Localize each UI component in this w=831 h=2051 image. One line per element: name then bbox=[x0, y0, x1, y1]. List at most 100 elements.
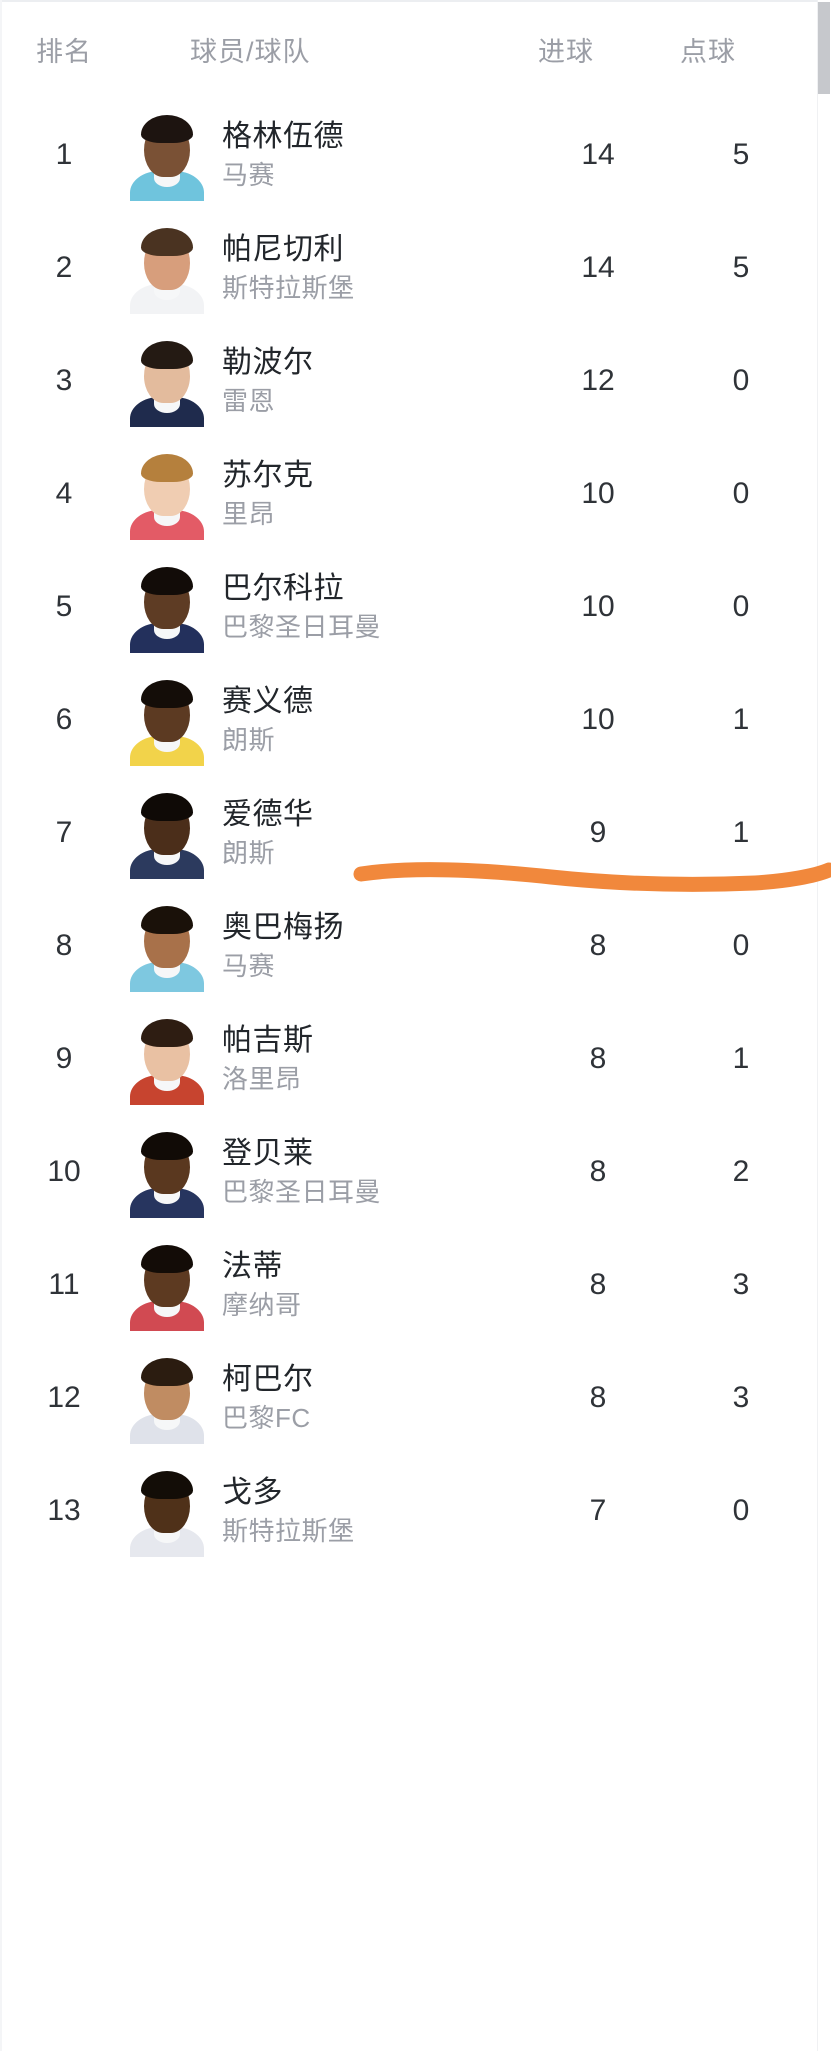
avatar-hair bbox=[141, 1470, 193, 1499]
player-team-names: 赛义德 朗斯 bbox=[222, 684, 314, 755]
table-row[interactable]: 5 巴尔科拉 巴黎圣日耳曼 10 0 bbox=[0, 550, 817, 663]
player-name: 爱德华 bbox=[222, 797, 314, 831]
vertical-scrollbar-track[interactable] bbox=[817, 0, 831, 2051]
rank-value: 8 bbox=[55, 928, 73, 962]
player-team-names: 苏尔克 里昂 bbox=[222, 458, 314, 527]
rank-value: 2 bbox=[55, 250, 73, 284]
goals-value: 8 bbox=[589, 1154, 607, 1188]
player-team-names: 帕吉斯 洛里昂 bbox=[222, 1023, 314, 1092]
player-name: 格林伍德 bbox=[222, 119, 344, 153]
player-cell[interactable]: 法蒂 摩纳哥 bbox=[128, 1238, 528, 1331]
table-row[interactable]: 13 戈多 斯特拉斯堡 7 0 bbox=[0, 1454, 817, 1567]
player-avatar bbox=[128, 786, 206, 879]
team-name: 雷恩 bbox=[222, 385, 276, 416]
player-name: 奥巴梅扬 bbox=[222, 910, 344, 944]
penalties-value: 3 bbox=[732, 1380, 750, 1414]
player-name: 帕吉斯 bbox=[222, 1023, 314, 1057]
rank-value: 3 bbox=[55, 363, 73, 397]
avatar-hair bbox=[141, 679, 193, 708]
player-name: 戈多 bbox=[222, 1475, 283, 1509]
scorers-table: 排名 球员/球队 进球 点球 1 格林伍德 马赛 14 5 2 帕尼切利 斯特拉斯堡 14 5 3 勒… bbox=[0, 0, 817, 1567]
column-header-penalties: 点球 bbox=[680, 36, 736, 67]
player-name: 赛义德 bbox=[222, 684, 314, 718]
table-row[interactable]: 2 帕尼切利 斯特拉斯堡 14 5 bbox=[0, 211, 817, 324]
top-divider bbox=[0, 0, 831, 2]
rank-value: 5 bbox=[55, 589, 73, 623]
player-cell[interactable]: 苏尔克 里昂 bbox=[128, 447, 528, 540]
player-cell[interactable]: 爱德华 朗斯 bbox=[128, 786, 528, 879]
player-avatar bbox=[128, 899, 206, 992]
player-cell[interactable]: 帕尼切利 斯特拉斯堡 bbox=[128, 221, 528, 314]
table-row[interactable]: 11 法蒂 摩纳哥 8 3 bbox=[0, 1228, 817, 1341]
table-row[interactable]: 10 登贝莱 巴黎圣日耳曼 8 2 bbox=[0, 1115, 817, 1228]
goals-value: 14 bbox=[581, 137, 615, 171]
team-name: 马赛 bbox=[222, 950, 276, 981]
penalties-value: 1 bbox=[732, 702, 750, 736]
player-name: 法蒂 bbox=[222, 1249, 283, 1283]
player-name: 帕尼切利 bbox=[222, 232, 344, 266]
player-cell[interactable]: 柯巴尔 巴黎FC bbox=[128, 1351, 528, 1444]
avatar-hair bbox=[141, 114, 193, 143]
player-team-names: 格林伍德 马赛 bbox=[222, 119, 344, 190]
goals-value: 8 bbox=[589, 1267, 607, 1301]
player-cell[interactable]: 戈多 斯特拉斯堡 bbox=[128, 1464, 528, 1557]
avatar-hair bbox=[141, 566, 193, 595]
team-name: 马赛 bbox=[222, 159, 276, 190]
player-avatar bbox=[128, 1464, 206, 1557]
player-cell[interactable]: 登贝莱 巴黎圣日耳曼 bbox=[128, 1125, 528, 1218]
table-row[interactable]: 12 柯巴尔 巴黎FC 8 3 bbox=[0, 1341, 817, 1454]
rank-value: 4 bbox=[55, 476, 73, 510]
rank-value: 10 bbox=[47, 1154, 81, 1188]
avatar-hair bbox=[141, 1131, 193, 1160]
rank-value: 6 bbox=[55, 702, 73, 736]
player-cell[interactable]: 勒波尔 雷恩 bbox=[128, 334, 528, 427]
player-team-names: 柯巴尔 巴黎FC bbox=[222, 1364, 314, 1431]
penalties-value: 0 bbox=[732, 476, 750, 510]
player-avatar bbox=[128, 1238, 206, 1331]
team-name: 朗斯 bbox=[222, 837, 276, 868]
team-name: 朗斯 bbox=[222, 724, 276, 755]
player-cell[interactable]: 赛义德 朗斯 bbox=[128, 673, 528, 766]
goals-value: 12 bbox=[581, 363, 615, 397]
goals-value: 10 bbox=[581, 589, 615, 623]
avatar-hair bbox=[141, 1018, 193, 1047]
avatar-hair bbox=[141, 905, 193, 934]
goals-value: 8 bbox=[589, 928, 607, 962]
penalties-value: 3 bbox=[732, 1267, 750, 1301]
player-team-names: 奥巴梅扬 马赛 bbox=[222, 910, 344, 981]
player-team-names: 戈多 斯特拉斯堡 bbox=[222, 1475, 355, 1546]
player-avatar bbox=[128, 1125, 206, 1218]
player-cell[interactable]: 帕吉斯 洛里昂 bbox=[128, 1012, 528, 1105]
player-team-names: 巴尔科拉 巴黎圣日耳曼 bbox=[222, 573, 381, 640]
penalties-value: 0 bbox=[732, 1493, 750, 1527]
player-avatar bbox=[128, 1351, 206, 1444]
player-cell[interactable]: 巴尔科拉 巴黎圣日耳曼 bbox=[128, 560, 528, 653]
column-header-player-team: 球员/球队 bbox=[190, 36, 311, 67]
player-avatar bbox=[128, 1012, 206, 1105]
table-row[interactable]: 8 奥巴梅扬 马赛 8 0 bbox=[0, 889, 817, 1002]
avatar-hair bbox=[141, 1244, 193, 1273]
team-name: 斯特拉斯堡 bbox=[222, 1515, 355, 1546]
player-avatar bbox=[128, 221, 206, 314]
table-row[interactable]: 3 勒波尔 雷恩 12 0 bbox=[0, 324, 817, 437]
vertical-scrollbar-thumb[interactable] bbox=[818, 2, 830, 94]
penalties-value: 0 bbox=[732, 363, 750, 397]
rank-value: 9 bbox=[55, 1041, 73, 1075]
goals-value: 10 bbox=[581, 702, 615, 736]
player-avatar bbox=[128, 334, 206, 427]
player-name: 登贝莱 bbox=[222, 1136, 314, 1170]
player-cell[interactable]: 奥巴梅扬 马赛 bbox=[128, 899, 528, 992]
player-name: 苏尔克 bbox=[222, 458, 314, 492]
avatar-hair bbox=[141, 340, 193, 369]
table-row[interactable]: 1 格林伍德 马赛 14 5 bbox=[0, 98, 817, 211]
table-row[interactable]: 7 爱德华 朗斯 9 1 bbox=[0, 776, 817, 889]
avatar-hair bbox=[141, 227, 193, 256]
player-cell[interactable]: 格林伍德 马赛 bbox=[128, 108, 528, 201]
player-team-names: 登贝莱 巴黎圣日耳曼 bbox=[222, 1136, 381, 1205]
table-row[interactable]: 6 赛义德朗斯 10 1 bbox=[0, 663, 817, 776]
goals-value: 14 bbox=[581, 250, 615, 284]
goals-value: 7 bbox=[589, 1493, 607, 1527]
table-row[interactable]: 9 帕吉斯 洛里昂 8 1 bbox=[0, 1002, 817, 1115]
table-row[interactable]: 4 苏尔克 里昂 10 0 bbox=[0, 437, 817, 550]
table-header-row: 排名 球员/球队 进球 点球 bbox=[0, 0, 817, 98]
